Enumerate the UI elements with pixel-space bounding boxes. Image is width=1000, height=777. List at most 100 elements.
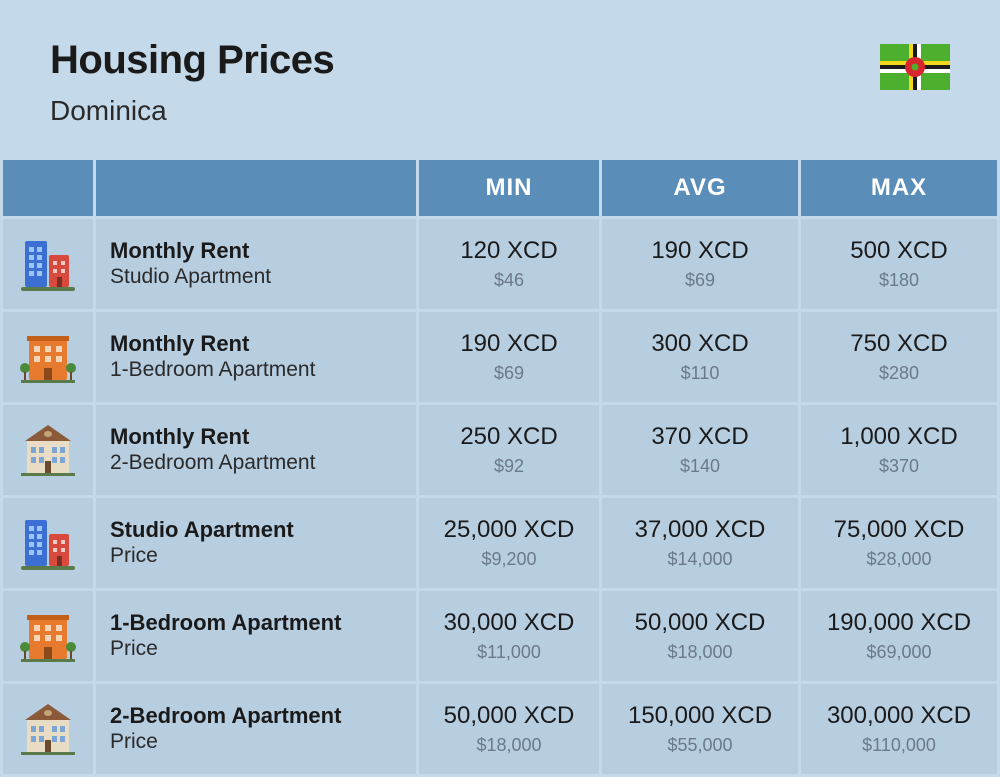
min-cell: 50,000 XCD $18,000 <box>419 684 599 774</box>
min-secondary: $69 <box>429 363 589 384</box>
avg-secondary: $140 <box>612 456 788 477</box>
header-text-block: Housing Prices Dominica <box>50 38 334 127</box>
min-cell: 30,000 XCD $11,000 <box>419 591 599 681</box>
min-cell: 120 XCD $46 <box>419 219 599 309</box>
avg-cell: 37,000 XCD $14,000 <box>602 498 798 588</box>
max-primary: 300,000 XCD <box>811 702 987 731</box>
max-secondary: $280 <box>811 363 987 384</box>
avg-secondary: $14,000 <box>612 549 788 570</box>
row-title: Studio Apartment <box>110 517 406 542</box>
avg-primary: 37,000 XCD <box>612 516 788 545</box>
two_bed-building-icon <box>11 700 85 758</box>
min-primary: 190 XCD <box>429 330 589 359</box>
avg-primary: 50,000 XCD <box>612 609 788 638</box>
avg-cell: 370 XCD $140 <box>602 405 798 495</box>
row-icon-cell <box>3 684 93 774</box>
row-label-cell: Monthly Rent 1-Bedroom Apartment <box>96 312 416 402</box>
min-secondary: $18,000 <box>429 735 589 756</box>
max-primary: 190,000 XCD <box>811 609 987 638</box>
table-body: Monthly Rent Studio Apartment 120 XCD $4… <box>3 219 997 774</box>
studio-building-icon <box>11 235 85 293</box>
min-primary: 25,000 XCD <box>429 516 589 545</box>
table-row: Studio Apartment Price 25,000 XCD $9,200… <box>3 498 997 588</box>
avg-secondary: $69 <box>612 270 788 291</box>
avg-secondary: $55,000 <box>612 735 788 756</box>
avg-secondary: $18,000 <box>612 642 788 663</box>
min-primary: 250 XCD <box>429 423 589 452</box>
header-min: MIN <box>419 160 599 216</box>
min-cell: 190 XCD $69 <box>419 312 599 402</box>
row-icon-cell <box>3 312 93 402</box>
max-secondary: $370 <box>811 456 987 477</box>
min-secondary: $46 <box>429 270 589 291</box>
row-subtitle: 1-Bedroom Apartment <box>110 357 406 383</box>
row-subtitle: 2-Bedroom Apartment <box>110 450 406 476</box>
table-row: Monthly Rent 1-Bedroom Apartment 190 XCD… <box>3 312 997 402</box>
table-row: Monthly Rent 2-Bedroom Apartment 250 XCD… <box>3 405 997 495</box>
row-icon-cell <box>3 591 93 681</box>
max-cell: 300,000 XCD $110,000 <box>801 684 997 774</box>
housing-price-table: MIN AVG MAX Monthly Rent Studio Apartmen… <box>0 157 1000 777</box>
min-primary: 30,000 XCD <box>429 609 589 638</box>
row-label-cell: Monthly Rent Studio Apartment <box>96 219 416 309</box>
row-icon-cell <box>3 405 93 495</box>
row-label-cell: Studio Apartment Price <box>96 498 416 588</box>
row-icon-cell <box>3 498 93 588</box>
row-title: 2-Bedroom Apartment <box>110 703 406 728</box>
avg-cell: 300 XCD $110 <box>602 312 798 402</box>
max-cell: 75,000 XCD $28,000 <box>801 498 997 588</box>
min-cell: 25,000 XCD $9,200 <box>419 498 599 588</box>
max-cell: 1,000 XCD $370 <box>801 405 997 495</box>
row-subtitle: Price <box>110 729 406 755</box>
min-primary: 120 XCD <box>429 237 589 266</box>
max-cell: 750 XCD $280 <box>801 312 997 402</box>
max-cell: 190,000 XCD $69,000 <box>801 591 997 681</box>
row-subtitle: Studio Apartment <box>110 264 406 290</box>
max-secondary: $28,000 <box>811 549 987 570</box>
header-blank-2 <box>96 160 416 216</box>
studio-building-icon <box>11 514 85 572</box>
min-cell: 250 XCD $92 <box>419 405 599 495</box>
max-secondary: $69,000 <box>811 642 987 663</box>
two_bed-building-icon <box>11 421 85 479</box>
row-title: Monthly Rent <box>110 238 406 263</box>
page-header: Housing Prices Dominica <box>0 0 1000 157</box>
min-secondary: $92 <box>429 456 589 477</box>
row-subtitle: Price <box>110 636 406 662</box>
table-header: MIN AVG MAX <box>3 160 997 216</box>
header-row: MIN AVG MAX <box>3 160 997 216</box>
row-label-cell: 2-Bedroom Apartment Price <box>96 684 416 774</box>
avg-cell: 50,000 XCD $18,000 <box>602 591 798 681</box>
table-row: 1-Bedroom Apartment Price 30,000 XCD $11… <box>3 591 997 681</box>
header-avg: AVG <box>602 160 798 216</box>
row-icon-cell <box>3 219 93 309</box>
row-title: 1-Bedroom Apartment <box>110 610 406 635</box>
avg-primary: 150,000 XCD <box>612 702 788 731</box>
min-secondary: $9,200 <box>429 549 589 570</box>
page-title: Housing Prices <box>50 38 334 83</box>
min-primary: 50,000 XCD <box>429 702 589 731</box>
row-title: Monthly Rent <box>110 331 406 356</box>
avg-secondary: $110 <box>612 363 788 384</box>
table-row: 2-Bedroom Apartment Price 50,000 XCD $18… <box>3 684 997 774</box>
row-title: Monthly Rent <box>110 424 406 449</box>
min-secondary: $11,000 <box>429 642 589 663</box>
dominica-flag-icon <box>880 44 950 90</box>
max-primary: 750 XCD <box>811 330 987 359</box>
max-primary: 500 XCD <box>811 237 987 266</box>
row-label-cell: 1-Bedroom Apartment Price <box>96 591 416 681</box>
max-primary: 75,000 XCD <box>811 516 987 545</box>
max-cell: 500 XCD $180 <box>801 219 997 309</box>
row-label-cell: Monthly Rent 2-Bedroom Apartment <box>96 405 416 495</box>
one_bed-building-icon <box>11 607 85 665</box>
max-secondary: $110,000 <box>811 735 987 756</box>
avg-primary: 370 XCD <box>612 423 788 452</box>
header-max: MAX <box>801 160 997 216</box>
max-secondary: $180 <box>811 270 987 291</box>
table-row: Monthly Rent Studio Apartment 120 XCD $4… <box>3 219 997 309</box>
avg-primary: 190 XCD <box>612 237 788 266</box>
one_bed-building-icon <box>11 328 85 386</box>
country-name: Dominica <box>50 95 334 127</box>
max-primary: 1,000 XCD <box>811 423 987 452</box>
header-blank-1 <box>3 160 93 216</box>
